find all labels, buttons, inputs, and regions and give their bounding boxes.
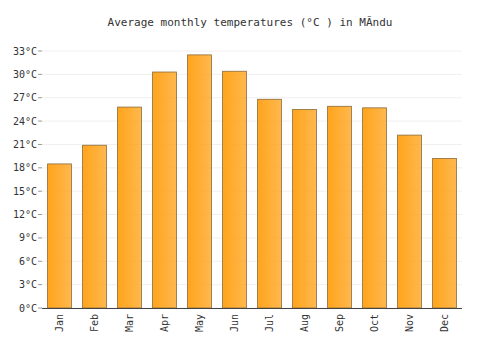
y-tick-label: 9°C — [19, 232, 37, 243]
chart: Average monthly temperatures (°C ) in MĂ… — [0, 0, 500, 350]
y-tick-label: 3°C — [19, 279, 37, 290]
bar — [83, 145, 107, 308]
title: Average monthly temperatures (°C ) in MĂ… — [108, 16, 393, 29]
x-tick-label: Jul — [264, 314, 275, 332]
x-tick-label: Jan — [54, 314, 65, 332]
x-tick-label: Apr — [159, 314, 170, 332]
y-tick-label: 27°C — [13, 92, 37, 103]
x-tick-label: May — [194, 314, 205, 332]
y-tick-label: 12°C — [13, 209, 37, 220]
grid-line — [42, 74, 462, 75]
x-tick-label: Aug — [299, 314, 310, 332]
y-tick — [38, 261, 42, 262]
y-tick-label: 18°C — [13, 162, 37, 173]
bar — [223, 71, 247, 308]
bar — [433, 158, 457, 308]
y-tick — [38, 144, 42, 145]
y-tick-label: 30°C — [13, 69, 37, 80]
y-tick — [38, 121, 42, 122]
y-tick — [38, 97, 42, 98]
x-tick-label: Nov — [404, 314, 415, 332]
y-tick — [38, 191, 42, 192]
x-axis — [42, 308, 462, 309]
x-tick-label: Dec — [439, 314, 450, 332]
bar — [328, 106, 352, 308]
y-tick — [38, 284, 42, 285]
bars — [48, 55, 457, 308]
y-tick-label: 0°C — [19, 303, 37, 314]
y-tick — [38, 237, 42, 238]
y-tick-label: 15°C — [13, 186, 37, 197]
y-tick — [38, 74, 42, 75]
y-tick-label: 21°C — [13, 139, 37, 150]
bar — [118, 107, 142, 308]
x-tick-label: Feb — [89, 314, 100, 332]
grid-line — [42, 51, 462, 52]
bar — [398, 135, 422, 308]
bar — [363, 108, 387, 308]
y-tick — [38, 308, 42, 309]
y-tick-label: 33°C — [13, 46, 37, 57]
bar — [153, 72, 177, 308]
bar — [293, 109, 317, 308]
y-tick — [38, 51, 42, 52]
bar — [258, 99, 282, 308]
grid-line — [42, 97, 462, 98]
x-tick-label: Sep — [334, 314, 345, 332]
x-tick-label: Jun — [229, 314, 240, 332]
y-tick — [38, 167, 42, 168]
y-tick-label: 24°C — [13, 116, 37, 127]
x-tick-label: Oct — [369, 314, 380, 332]
bar — [48, 164, 72, 308]
y-tick — [38, 214, 42, 215]
grid-line — [42, 121, 462, 122]
bar — [188, 55, 212, 308]
x-tick-label: Mar — [124, 314, 135, 332]
y-tick-label: 6°C — [19, 256, 37, 267]
